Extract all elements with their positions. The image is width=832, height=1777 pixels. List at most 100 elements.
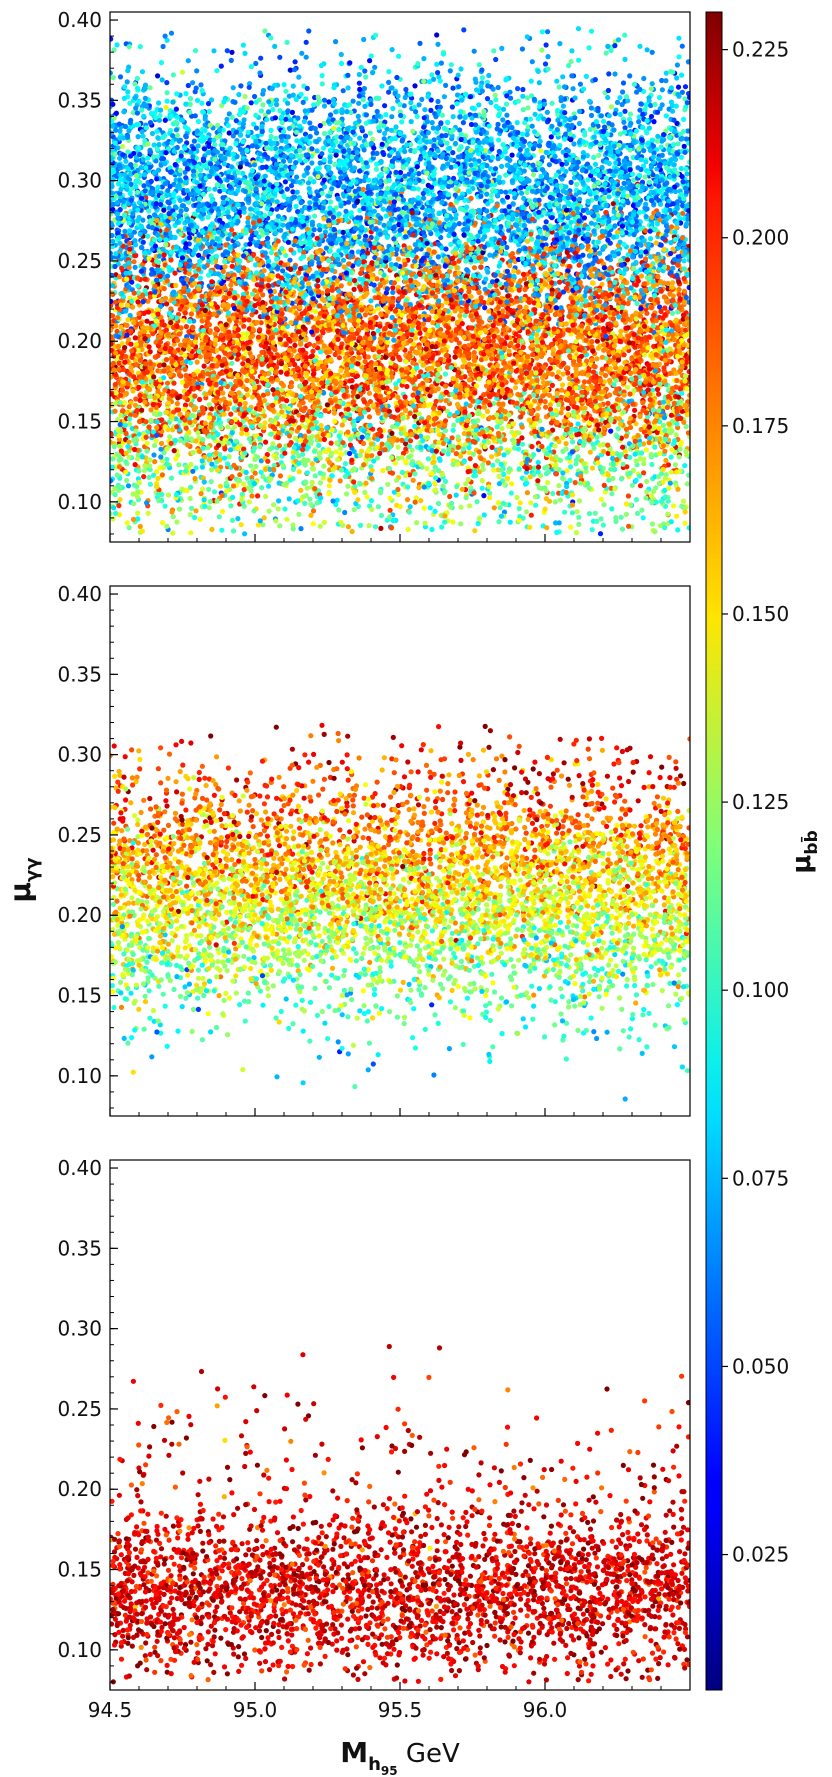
- scatter-point: [397, 504, 403, 510]
- scatter-point: [282, 179, 288, 185]
- scatter-point: [560, 405, 566, 411]
- scatter-point: [529, 236, 535, 242]
- scatter-point: [179, 486, 185, 492]
- scatter-point: [609, 491, 615, 497]
- scatter-point: [448, 241, 454, 247]
- scatter-point: [255, 493, 261, 499]
- scatter-point: [458, 453, 464, 459]
- scatter-point: [110, 516, 116, 522]
- scatter-point: [340, 88, 346, 94]
- scatter-point: [450, 85, 456, 91]
- scatter-point: [675, 84, 682, 90]
- scatter-point: [439, 112, 445, 118]
- scatter-points-top: [110, 26, 690, 537]
- scatter-point: [144, 318, 150, 324]
- scatter-point: [638, 253, 644, 259]
- scatter-point: [360, 440, 367, 447]
- scatter-point: [666, 485, 672, 491]
- scatter-point: [412, 413, 418, 420]
- scatter-point: [193, 85, 199, 91]
- scatter-point: [366, 414, 373, 420]
- scatter-point: [338, 283, 344, 289]
- scatter-point: [657, 304, 663, 310]
- scatter-point: [554, 374, 560, 380]
- scatter-point: [481, 493, 487, 499]
- scatter-point: [437, 78, 443, 84]
- scatter-point: [228, 411, 234, 417]
- scatter-point: [622, 108, 628, 114]
- scatter-point: [361, 36, 367, 43]
- scatter-point: [312, 473, 318, 479]
- scatter-point: [360, 165, 367, 171]
- scatter-point: [606, 477, 612, 483]
- scatter-point: [496, 481, 502, 487]
- scatter-point: [234, 356, 240, 362]
- scatter-point: [524, 34, 530, 40]
- scatter-point: [492, 92, 498, 98]
- scatter-point: [318, 413, 324, 419]
- scatter-point: [687, 392, 690, 398]
- scatter-point: [151, 472, 157, 478]
- scatter-point: [601, 118, 607, 124]
- scatter-point: [576, 498, 583, 504]
- scatter-point: [582, 405, 588, 411]
- scatter-point: [130, 110, 136, 116]
- scatter-point: [159, 520, 166, 526]
- scatter-point: [117, 74, 124, 80]
- scatter-point: [187, 512, 193, 518]
- scatter-point: [515, 269, 521, 275]
- scatter-point: [122, 204, 128, 210]
- scatter-point: [447, 68, 453, 74]
- scatter-point: [476, 62, 482, 68]
- scatter-point: [545, 54, 551, 60]
- scatter-point: [487, 252, 493, 258]
- scatter-point: [317, 480, 323, 486]
- scatter-point: [576, 57, 582, 63]
- scatter-point: [550, 490, 556, 497]
- scatter-point: [320, 475, 326, 481]
- scatter-point: [557, 41, 563, 47]
- scatter-point: [123, 158, 129, 164]
- scatter-point: [493, 56, 499, 63]
- scatter-point: [274, 102, 280, 108]
- scatter-point: [547, 402, 553, 408]
- scatter-point: [342, 509, 348, 516]
- scatter-point: [263, 140, 269, 146]
- scatter-point: [126, 421, 133, 427]
- scatter-point: [314, 166, 320, 172]
- scatter-point: [395, 444, 401, 450]
- scatter-point: [205, 101, 212, 107]
- scatter-point: [549, 100, 555, 106]
- scatter-point: [568, 179, 574, 185]
- scatter-point: [479, 485, 485, 491]
- scatter-point: [546, 392, 553, 398]
- scatter-point: [160, 43, 166, 50]
- scatter-point: [373, 32, 379, 38]
- scatter-point: [564, 235, 571, 241]
- scatter-point: [373, 166, 379, 172]
- scatter-point: [670, 503, 677, 509]
- scatter-point: [576, 514, 582, 520]
- scatter-point: [508, 490, 514, 496]
- scatter-point: [381, 136, 387, 142]
- scatter-point: [668, 454, 674, 460]
- scatter-point: [253, 125, 260, 131]
- scatter-point: [363, 233, 369, 239]
- scatter-point: [635, 165, 641, 171]
- scatter-point: [259, 485, 265, 491]
- scatter-point: [193, 465, 199, 471]
- scatter-point: [682, 520, 688, 526]
- scatter-point: [154, 128, 160, 134]
- scatter-point: [657, 450, 663, 456]
- scatter-point: [277, 54, 283, 60]
- scatter-point: [608, 104, 615, 110]
- scatter-point: [609, 506, 615, 512]
- scatter-point: [634, 300, 640, 307]
- scatter-point: [151, 452, 157, 458]
- scatter-point: [496, 519, 502, 525]
- scatter-point: [361, 85, 367, 92]
- scatter-point: [464, 267, 470, 273]
- scatter-point: [337, 478, 343, 484]
- scatter-point: [416, 411, 422, 417]
- scatter-point: [532, 366, 539, 372]
